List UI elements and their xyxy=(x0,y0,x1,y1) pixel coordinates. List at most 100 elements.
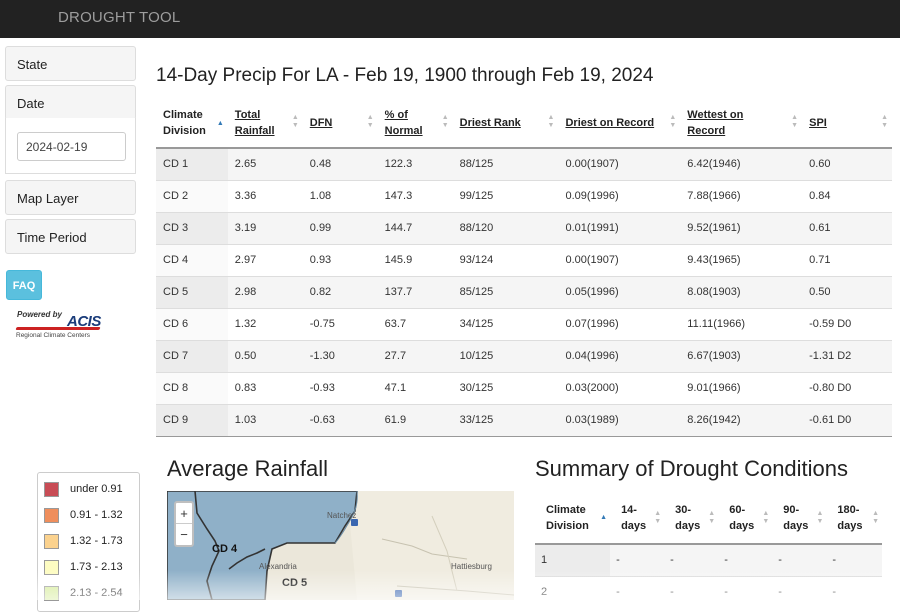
state-label: State xyxy=(17,57,48,72)
sort-ascending-icon[interactable]: ▲ xyxy=(600,514,608,521)
table-cell: 7.88(1966) xyxy=(680,179,803,212)
table-row: CD 5 2.98 0.82 137.7 85/125 0.05(1996) 8.08(19… xyxy=(156,275,892,308)
table-cell: 88/120 xyxy=(452,211,559,244)
column-header-label: % of Normal xyxy=(385,107,423,139)
header-text: 30- xyxy=(675,503,692,516)
summary-column-header[interactable]: Climate Division ▲ xyxy=(535,492,611,545)
zoom-out-button[interactable]: − xyxy=(180,527,188,542)
sort-icon[interactable]: ▲ ▼ xyxy=(669,114,677,129)
map-layer-selector[interactable]: Map Layer xyxy=(5,180,136,215)
table-cell: - xyxy=(718,543,773,576)
legend-label: 1.32 - 1.73 xyxy=(70,535,123,547)
precip-column-header[interactable]: Wettest on Record ▲ ▼ xyxy=(680,99,803,149)
table-cell: 30/125 xyxy=(452,371,559,404)
legend-item: 2.13 - 2.54 xyxy=(44,585,139,611)
table-cell: 61.9 xyxy=(377,403,453,437)
table-cell: 1.08 xyxy=(302,179,378,212)
date-input[interactable] xyxy=(17,132,126,161)
sort-icon[interactable]: ▲ ▼ xyxy=(762,510,770,525)
header-text: days xyxy=(729,519,755,532)
header-text: Total xyxy=(234,109,261,121)
time-period-label: Time Period xyxy=(17,230,87,245)
table-cell: -0.63 xyxy=(302,403,378,437)
table-cell: 0.00(1907) xyxy=(558,243,681,276)
time-period-selector[interactable]: Time Period xyxy=(5,219,136,254)
sort-icon[interactable]: ▲ ▼ xyxy=(547,114,555,129)
sort-icon[interactable]: ▲ ▼ xyxy=(441,114,449,129)
legend-label: 1.73 - 2.13 xyxy=(70,561,123,573)
table-cell: -0.93 xyxy=(302,371,378,404)
precip-table-body: CD 1 2.65 0.48 122.3 88/125 0.00(1907) 6.42(19… xyxy=(156,147,892,437)
table-cell: 6.67(1903) xyxy=(680,339,803,372)
sort-icon[interactable]: ▲ ▼ xyxy=(291,114,299,129)
column-header-label: DFN xyxy=(310,115,333,131)
sort-icon[interactable]: ▲ ▼ xyxy=(708,510,716,525)
zoom-in-button[interactable]: + xyxy=(176,503,192,524)
app-brand[interactable]: DROUGHT TOOL xyxy=(58,9,181,26)
table-cell: CD 3 xyxy=(156,211,228,244)
legend-label: 2.13 - 2.54 xyxy=(70,587,123,599)
faq-button[interactable]: FAQ xyxy=(6,270,42,300)
sort-icon[interactable]: ▲ ▼ xyxy=(872,510,879,525)
table-cell: - xyxy=(826,575,882,608)
date-panel xyxy=(5,118,136,174)
summary-column-header[interactable]: 60- days ▲ ▼ xyxy=(718,492,773,545)
table-cell: 0.99 xyxy=(302,211,378,244)
map-division-label: CD 5 xyxy=(282,577,308,589)
table-cell: 0.61 xyxy=(802,211,892,244)
header-text: Normal xyxy=(384,125,423,137)
header-text: days xyxy=(783,519,809,532)
sort-icon[interactable]: ▲ ▼ xyxy=(654,510,662,525)
header-text: Division xyxy=(163,125,206,137)
sort-icon[interactable]: ▲ ▼ xyxy=(816,510,824,525)
summary-column-header[interactable]: 90- days ▲ ▼ xyxy=(772,492,827,545)
table-cell: 0.50 xyxy=(227,339,303,372)
header-text: days xyxy=(837,519,863,532)
table-cell: 0.84 xyxy=(802,179,892,212)
table-cell: 0.07(1996) xyxy=(558,307,681,340)
table-row: CD 1 2.65 0.48 122.3 88/125 0.00(1907) 6.42(19… xyxy=(156,147,892,180)
table-cell: 9.52(1961) xyxy=(680,211,803,244)
column-header-label: Climate Division xyxy=(163,107,206,139)
table-cell: 137.7 xyxy=(377,275,453,308)
date-selector[interactable]: Date xyxy=(5,85,136,120)
precip-column-header[interactable]: Driest Rank ▲ ▼ xyxy=(452,99,559,149)
precip-column-header[interactable]: Driest on Record ▲ ▼ xyxy=(558,99,681,149)
table-cell: 0.05(1996) xyxy=(558,275,681,308)
table-cell: - xyxy=(610,543,665,576)
table-row: CD 9 1.03 -0.63 61.9 33/125 0.03(1989) 8.26(19… xyxy=(156,403,892,437)
table-cell: 10/125 xyxy=(452,339,559,372)
rainfall-map[interactable]: + − CD 4 CD 5 Natchez Alexandria Hatties… xyxy=(167,491,514,600)
precip-column-header[interactable]: SPI ▲ ▼ xyxy=(802,99,892,149)
summary-column-header[interactable]: 14- days ▲ ▼ xyxy=(610,492,665,545)
precip-column-header[interactable]: % of Normal ▲ ▼ xyxy=(377,99,453,149)
sort-icon[interactable]: ▲ ▼ xyxy=(791,114,799,129)
table-row: CD 2 3.36 1.08 147.3 99/125 0.09(1996) 7.88(19… xyxy=(156,179,892,212)
precip-column-header[interactable]: DFN ▲ ▼ xyxy=(302,99,378,149)
sort-icon[interactable]: ▲ ▼ xyxy=(881,114,888,129)
summary-table-body: 1-----2----- xyxy=(535,543,882,608)
header-text: 90- xyxy=(783,503,800,516)
header-text: SPI xyxy=(809,117,827,129)
sort-ascending-icon[interactable]: ▲ xyxy=(216,120,224,127)
table-cell: 0.83 xyxy=(227,371,303,404)
column-header-label: Total Rainfall xyxy=(235,107,275,139)
acis-logo[interactable]: Powered by ACIS Regional Climate Centers xyxy=(14,309,114,343)
precip-column-header[interactable]: Climate Division ▲ xyxy=(156,99,228,149)
sort-icon[interactable]: ▲ ▼ xyxy=(366,114,374,129)
table-cell: - xyxy=(718,575,773,608)
header-text: % of xyxy=(384,109,408,121)
precip-column-header[interactable]: Total Rainfall ▲ ▼ xyxy=(227,99,303,149)
state-selector[interactable]: State xyxy=(5,46,136,81)
legend-item: 0.91 - 1.32 xyxy=(44,507,139,533)
table-cell: 8.08(1903) xyxy=(680,275,803,308)
page-title: 14-Day Precip For LA - Feb 19, 1900 thro… xyxy=(156,65,654,86)
table-cell: CD 9 xyxy=(156,403,228,437)
summary-column-header[interactable]: 180- days ▲ ▼ xyxy=(826,492,882,545)
summary-column-header[interactable]: 30- days ▲ ▼ xyxy=(664,492,719,545)
header-text: Division xyxy=(546,519,589,532)
table-cell: CD 5 xyxy=(156,275,228,308)
table-cell: 6.42(1946) xyxy=(680,147,803,180)
table-cell: CD 4 xyxy=(156,243,228,276)
table-cell: 144.7 xyxy=(377,211,453,244)
